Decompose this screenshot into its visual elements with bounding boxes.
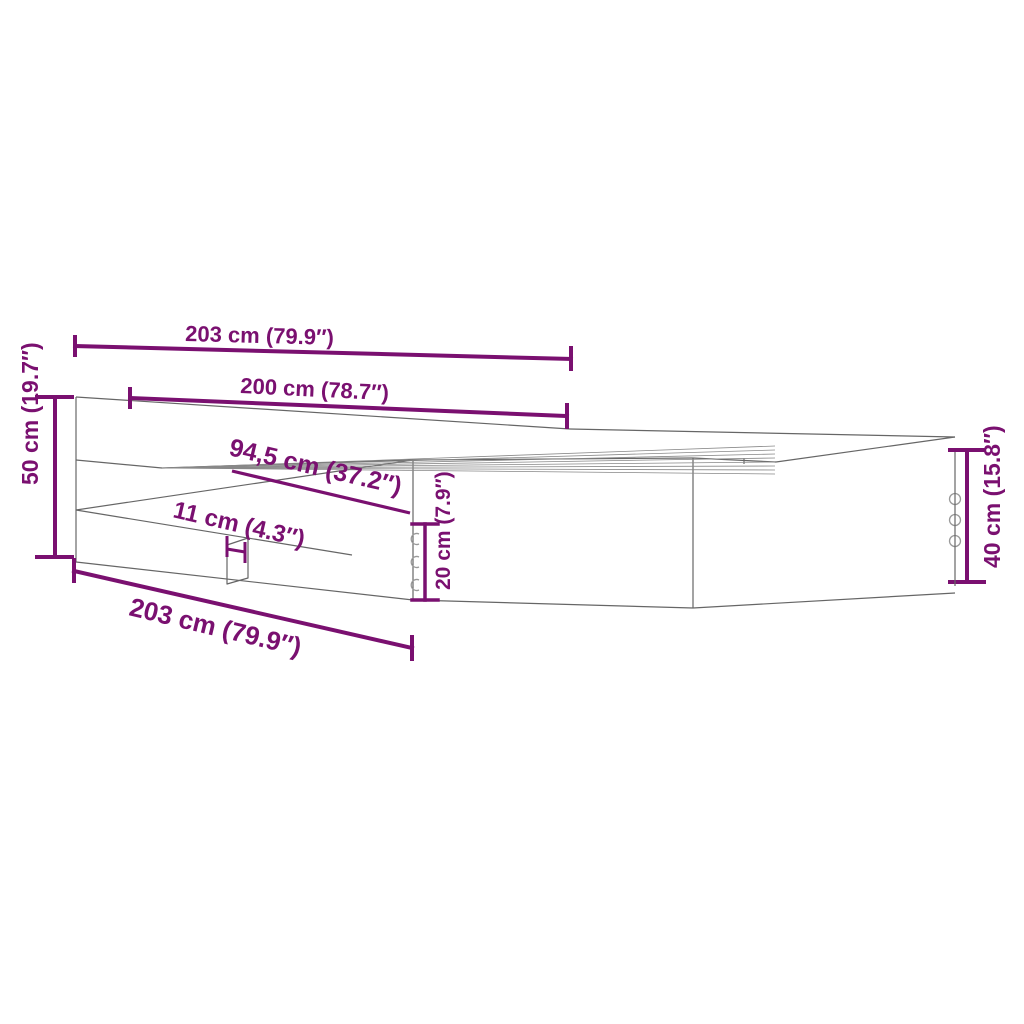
svg-text:20 cm (7.9″): 20 cm (7.9″) bbox=[432, 471, 455, 590]
svg-text:40 cm (15.8″): 40 cm (15.8″) bbox=[979, 425, 1005, 568]
svg-text:50 cm (19.7″): 50 cm (19.7″) bbox=[17, 342, 43, 485]
svg-text:203 cm (79.9″): 203 cm (79.9″) bbox=[185, 321, 334, 350]
